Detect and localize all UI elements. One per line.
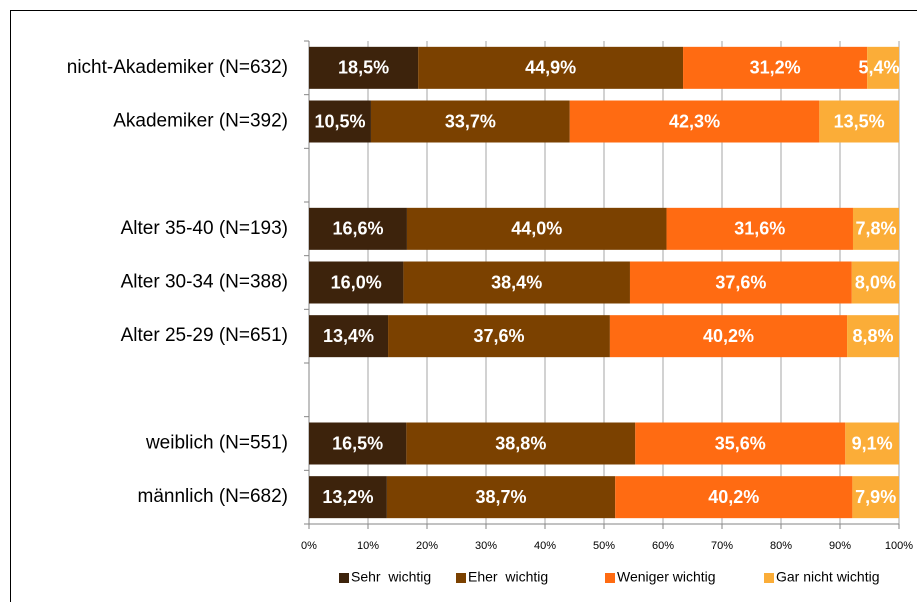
value-label: 13,5% (834, 111, 885, 131)
value-label: 18,5% (338, 58, 389, 78)
bar-segment (418, 46, 684, 89)
legend-label: Weniger wichtig (617, 569, 716, 585)
bar-segment (666, 207, 853, 250)
bar-segment (406, 422, 636, 465)
bar-segment (406, 207, 667, 250)
value-label: 31,6% (734, 219, 785, 239)
category-label: männlich (N=682) (138, 486, 289, 507)
chart-frame (10, 10, 917, 602)
value-label: 33,7% (445, 111, 496, 131)
legend-label: Sehr wichtig (351, 569, 431, 585)
bar-segment (309, 261, 404, 304)
bar-segment (309, 207, 407, 250)
value-label: 38,7% (476, 487, 527, 507)
value-label: 13,2% (322, 487, 373, 507)
value-label: 38,8% (495, 433, 546, 453)
value-label: 38,4% (491, 272, 542, 292)
value-label: 44,0% (511, 219, 562, 239)
value-label: 31,2% (750, 58, 801, 78)
bar-segment (388, 315, 610, 358)
x-tick-label: 70% (711, 540, 733, 552)
x-tick-label: 90% (829, 540, 851, 552)
category-label: Alter 35-40 (N=193) (121, 218, 288, 239)
legend-label: Gar nicht wichtig (776, 569, 879, 585)
value-label: 16,0% (331, 272, 382, 292)
bar-segment (403, 261, 630, 304)
value-label: 40,2% (708, 487, 759, 507)
value-label: 42,3% (669, 111, 720, 131)
category-label: Akademiker (N=392) (113, 111, 288, 132)
value-label: 8,0% (855, 272, 896, 292)
bar-segment (867, 46, 899, 89)
bar-segment (629, 261, 852, 304)
category-label: Alter 25-29 (N=651) (121, 325, 288, 346)
x-tick-label: 10% (357, 540, 379, 552)
value-label: 9,1% (852, 433, 893, 453)
legend-swatch (764, 573, 774, 583)
legend-label: Eher wichtig (468, 569, 548, 585)
bar-segment (309, 315, 389, 358)
value-label: 44,9% (525, 58, 576, 78)
legend-swatch (456, 573, 466, 583)
bar-segment (852, 476, 899, 519)
value-label: 40,2% (703, 326, 754, 346)
category-label: nicht-Akademiker (N=632) (67, 57, 288, 78)
value-label: 7,9% (855, 487, 896, 507)
bar-segment (609, 315, 848, 358)
value-label: 35,6% (715, 433, 766, 453)
x-tick-label: 30% (475, 540, 497, 552)
value-label: 5,4% (858, 58, 899, 78)
bar-segment (847, 315, 899, 358)
x-tick-label: 50% (593, 540, 615, 552)
value-label: 13,4% (323, 326, 374, 346)
category-label: Alter 30-34 (N=388) (121, 272, 288, 293)
value-label: 7,8% (855, 219, 896, 239)
bar-segment (819, 100, 899, 143)
bar-segment (845, 422, 899, 465)
value-label: 37,6% (715, 272, 766, 292)
bar-segment (309, 422, 407, 465)
bar-segment (309, 46, 419, 89)
x-tick-label: 0% (301, 540, 317, 552)
category-label: weiblich (N=551) (145, 433, 288, 454)
bar-segment (309, 476, 387, 519)
legend-swatch (339, 573, 349, 583)
bar-segment (386, 476, 616, 519)
x-tick-label: 80% (770, 540, 792, 552)
bar-segment (852, 207, 899, 250)
value-label: 10,5% (314, 111, 365, 131)
x-tick-label: 60% (652, 540, 674, 552)
x-tick-label: 20% (416, 540, 438, 552)
value-label: 8,8% (853, 326, 894, 346)
x-tick-label: 100% (885, 540, 913, 552)
value-label: 16,5% (332, 433, 383, 453)
bar-segment (635, 422, 846, 465)
x-tick-label: 40% (534, 540, 556, 552)
bar-segment (615, 476, 853, 519)
bar-segment (569, 100, 820, 143)
legend-swatch (605, 573, 615, 583)
bar-segment (370, 100, 570, 143)
bar-segment (683, 46, 868, 89)
bar-segment (309, 100, 371, 143)
value-label: 37,6% (473, 326, 524, 346)
value-label: 16,6% (332, 219, 383, 239)
bar-segment (851, 261, 899, 304)
